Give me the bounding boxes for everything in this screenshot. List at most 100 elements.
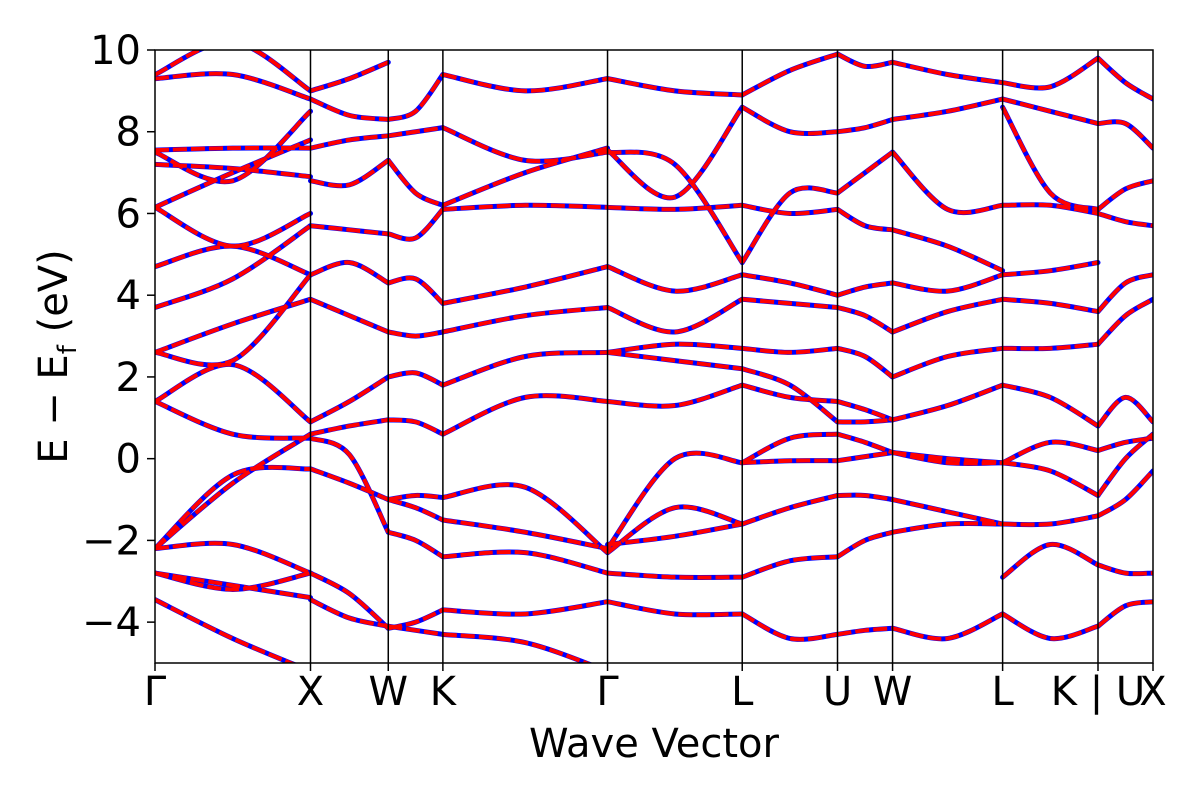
band-line-red (442, 125, 608, 164)
y-axis-label-prefix: E − E (31, 354, 77, 464)
band-line-red (1096, 56, 1153, 101)
band-line-red (606, 504, 743, 555)
band-line-red (387, 73, 445, 122)
x-tick-label: K (430, 669, 458, 715)
band-line-red (740, 185, 838, 264)
band-line-blue (739, 185, 841, 266)
x-tick-label: L (991, 669, 1014, 715)
band-line-red (1002, 513, 1099, 527)
band-line-red (442, 393, 608, 436)
band-line-red (836, 432, 894, 455)
band-line-red (1002, 342, 1099, 351)
band-line-blue (1000, 55, 1101, 91)
band-line-blue (739, 611, 841, 642)
band-line-red (892, 521, 1003, 535)
band-line-red (1097, 211, 1153, 228)
band-line-red (836, 399, 894, 422)
band-line-red (741, 432, 838, 465)
band-line-red (387, 608, 444, 631)
x-tick-label: Γ (596, 669, 619, 715)
band-line-red (309, 297, 390, 334)
band-line-red (155, 71, 312, 101)
band-line-blue (739, 554, 841, 580)
band-line-red (309, 97, 389, 122)
band-line-red (1001, 542, 1099, 579)
band-line-red (1096, 272, 1153, 313)
band-line-red (892, 383, 1004, 422)
band-line-red (606, 106, 744, 200)
band-line-red (1001, 612, 1099, 641)
band-line-red (442, 72, 608, 93)
band-line-red (742, 297, 838, 310)
band-line-blue (155, 431, 313, 552)
band-line-red (741, 383, 838, 404)
band-line-red (836, 280, 893, 298)
band-line-red (1096, 395, 1153, 428)
band-line-red (607, 342, 743, 355)
band-line-red (387, 330, 444, 339)
y-tick-label: 4 (116, 273, 141, 319)
band-line-red (442, 482, 609, 555)
band-line-blue (739, 51, 841, 98)
band-line-red (741, 493, 839, 526)
band-line-red (607, 522, 743, 547)
band-line-red (836, 207, 893, 232)
band-line-blue (155, 272, 313, 368)
high-symmetry-lines (309, 50, 1099, 663)
x-tick-label: X (297, 669, 324, 715)
band-line-red (1002, 260, 1099, 277)
band-line-red (741, 612, 838, 642)
band-line-red (309, 60, 390, 93)
band-line-red (442, 305, 608, 334)
band-series-dashed-red (155, 50, 1153, 663)
band-line-red (442, 517, 608, 551)
band-line-red (741, 52, 839, 97)
band-line-red (1000, 106, 1099, 212)
band-line-red (837, 117, 894, 134)
band-line-red (605, 451, 743, 550)
band-line-red (607, 599, 743, 617)
band-line-red (742, 346, 838, 355)
band-line-red (741, 203, 838, 216)
band-line-blue (155, 464, 313, 552)
x-tick-label: U (823, 669, 852, 715)
y-axis-label: E − Ef (eV) (31, 249, 83, 464)
band-line-red (892, 272, 1004, 294)
band-line-blue (385, 157, 446, 208)
band-line-red (442, 203, 608, 212)
band-line-blue (307, 260, 391, 286)
y-tick-label: 6 (116, 191, 141, 237)
band-line-red (891, 297, 1004, 334)
band-line-red (309, 571, 390, 630)
band-line-blue (1000, 541, 1101, 580)
band-line-blue (440, 349, 611, 388)
band-line-red (606, 297, 744, 334)
x-tick-label: W (873, 669, 913, 715)
x-tick-label: W (368, 669, 408, 715)
band-line-red (837, 450, 893, 463)
band-line-red (607, 76, 743, 97)
band-line-red (155, 399, 311, 441)
band-line-red (155, 571, 311, 592)
band-line-red (388, 417, 444, 436)
band-line-red (155, 162, 311, 179)
band-line-blue (890, 272, 1006, 294)
band-line-red (892, 497, 1004, 527)
band-line-red (310, 417, 389, 437)
band-line-red (837, 493, 893, 502)
band-line-red (892, 60, 1003, 85)
band-line-red (1002, 297, 1099, 314)
band-line-red (607, 203, 743, 212)
band-line-red (387, 497, 444, 522)
band-line-red (742, 458, 838, 465)
band-line-red (891, 227, 1004, 273)
band-line-red (155, 244, 312, 277)
band-line-red (387, 530, 444, 559)
band-line-red (155, 597, 296, 663)
y-axis-ticks: −4 −2 0 2 4 6 8 10 (82, 28, 155, 646)
band-line-red (442, 549, 609, 576)
band-line-blue (1000, 611, 1101, 642)
band-line-red (309, 260, 390, 285)
band-line-red (1002, 202, 1099, 216)
band-line-red (836, 346, 894, 379)
